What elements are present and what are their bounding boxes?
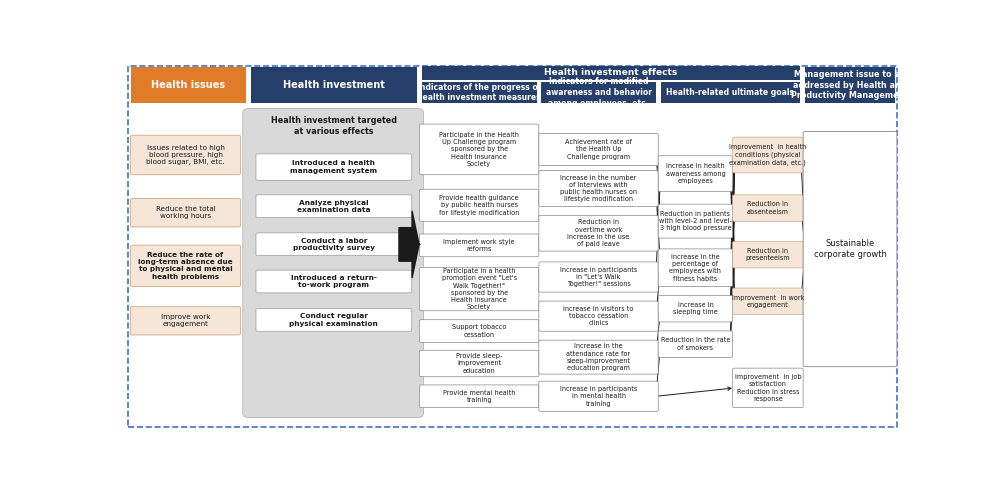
Text: Introduced a return-
to-work program: Introduced a return- to-work program [291, 275, 377, 288]
FancyBboxPatch shape [256, 233, 412, 256]
Text: Improvement  in job
satisfaction
Reduction in stress
response: Improvement in job satisfaction Reductio… [735, 374, 801, 402]
Text: Conduct regular
physical examination: Conduct regular physical examination [289, 313, 378, 327]
FancyBboxPatch shape [420, 385, 539, 408]
FancyBboxPatch shape [539, 262, 658, 292]
FancyBboxPatch shape [243, 108, 423, 418]
FancyBboxPatch shape [422, 65, 800, 80]
FancyBboxPatch shape [251, 67, 417, 103]
Text: Reduction in the rate
of smokers: Reduction in the rate of smokers [661, 337, 730, 351]
FancyBboxPatch shape [130, 307, 240, 335]
Text: Increase in the
percentage of
employees with
fitness habits: Increase in the percentage of employees … [669, 254, 721, 282]
Text: Reduce the rate of
long-term absence due
to physical and mental
health problems: Reduce the rate of long-term absence due… [138, 252, 233, 280]
FancyBboxPatch shape [256, 195, 412, 218]
FancyBboxPatch shape [539, 171, 658, 206]
Text: Improvement  in health
conditions (physical
examination data, etc.): Improvement in health conditions (physic… [729, 144, 806, 166]
Text: Reduction in patients
with level-2 and level-
3 high blood pressure: Reduction in patients with level-2 and l… [659, 211, 732, 231]
FancyBboxPatch shape [539, 381, 658, 411]
FancyBboxPatch shape [420, 350, 539, 377]
FancyBboxPatch shape [541, 82, 656, 103]
FancyBboxPatch shape [658, 295, 733, 322]
Text: Reduce the total
working hours: Reduce the total working hours [156, 206, 215, 219]
FancyBboxPatch shape [256, 270, 412, 293]
Text: Provide health guidance
by public health nurses
for lifestyle modification: Provide health guidance by public health… [439, 195, 519, 215]
Text: Achievement rate of
the Health Up
Challenge program: Achievement rate of the Health Up Challe… [565, 139, 632, 160]
FancyBboxPatch shape [805, 67, 895, 103]
FancyBboxPatch shape [658, 204, 733, 238]
Text: Increase in visitors to
tobacco cessation
clinics: Increase in visitors to tobacco cessatio… [563, 306, 634, 326]
FancyBboxPatch shape [733, 368, 803, 408]
Polygon shape [399, 211, 419, 278]
Text: Indicators of the progress of
health investment measures: Indicators of the progress of health inv… [417, 83, 541, 103]
Text: Management issue to be
addressed by Health and
Productivity Management: Management issue to be addressed by Heal… [791, 70, 908, 100]
Text: Issues related to high
blood pressure, high
blood sugar, BMI, etc.: Issues related to high blood pressure, h… [146, 145, 225, 165]
FancyBboxPatch shape [539, 215, 658, 251]
FancyBboxPatch shape [661, 82, 800, 103]
FancyBboxPatch shape [803, 132, 897, 367]
Text: Health investment effects: Health investment effects [544, 69, 678, 77]
Text: Analyze physical
examination data: Analyze physical examination data [297, 199, 371, 213]
Text: Health investment targeted
at various effects: Health investment targeted at various ef… [271, 116, 397, 136]
Text: Increase in participants
in "Let's Walk
Together!" sessions: Increase in participants in "Let's Walk … [560, 267, 637, 287]
FancyBboxPatch shape [130, 198, 240, 227]
FancyBboxPatch shape [420, 320, 539, 343]
FancyBboxPatch shape [658, 249, 733, 287]
FancyBboxPatch shape [658, 156, 733, 192]
Text: Improvement  in work
engagement: Improvement in work engagement [732, 295, 804, 308]
FancyBboxPatch shape [256, 154, 412, 181]
FancyBboxPatch shape [733, 242, 803, 268]
Text: Introduced a health
management system: Introduced a health management system [290, 161, 377, 174]
Text: Increase in
sleeping time: Increase in sleeping time [673, 302, 718, 316]
FancyBboxPatch shape [131, 67, 246, 103]
Text: Conduct a labor
productivity survey: Conduct a labor productivity survey [293, 238, 375, 251]
Text: Health investment: Health investment [283, 80, 385, 90]
FancyBboxPatch shape [130, 245, 240, 287]
FancyBboxPatch shape [422, 82, 537, 103]
Text: Provide sleep-
improvement
education: Provide sleep- improvement education [456, 353, 502, 374]
Text: Participate in a health
promotion event "Let's
Walk Together!"
sponsored by the
: Participate in a health promotion event … [442, 268, 517, 310]
Text: Reduction in
absenteeism: Reduction in absenteeism [747, 201, 789, 215]
Text: Health-related ultimate goals: Health-related ultimate goals [666, 88, 794, 97]
FancyBboxPatch shape [658, 331, 733, 357]
Text: Reduction in
presenteeism: Reduction in presenteeism [746, 248, 790, 261]
Text: Sustainable
corporate growth: Sustainable corporate growth [814, 239, 886, 259]
Text: Increase in health
awareness among
employees: Increase in health awareness among emplo… [666, 164, 725, 184]
Text: Participate in the Health
Up Challenge program
sponsored by the
Health Insurance: Participate in the Health Up Challenge p… [439, 132, 519, 167]
Text: Support tobacco
cessation: Support tobacco cessation [452, 324, 506, 338]
FancyBboxPatch shape [539, 301, 658, 331]
FancyBboxPatch shape [539, 340, 658, 374]
Text: Implement work style
reforms: Implement work style reforms [443, 239, 515, 252]
Text: Improve work
engagement: Improve work engagement [161, 314, 210, 328]
FancyBboxPatch shape [733, 288, 803, 315]
Text: Indicators for modified
awareness and behavior
among employees, etc.: Indicators for modified awareness and be… [546, 77, 652, 108]
FancyBboxPatch shape [130, 135, 240, 175]
FancyBboxPatch shape [539, 134, 658, 166]
FancyBboxPatch shape [256, 308, 412, 331]
FancyBboxPatch shape [733, 195, 803, 221]
Text: Increase in the
attendance rate for
sleep-improvement
education program: Increase in the attendance rate for slee… [566, 343, 631, 371]
FancyBboxPatch shape [420, 268, 539, 311]
Text: Increase in participants
in mental health
training: Increase in participants in mental healt… [560, 386, 637, 407]
Text: Increase in the number
of interviews with
public health nurses on
lifestyle modi: Increase in the number of interviews wit… [560, 175, 637, 202]
FancyBboxPatch shape [420, 234, 539, 257]
FancyBboxPatch shape [733, 137, 803, 173]
Text: Health issues: Health issues [151, 80, 226, 90]
Text: Provide mental health
training: Provide mental health training [443, 390, 515, 403]
Text: Reduction in
overtime work
Increase in the use
of paid leave: Reduction in overtime work Increase in t… [567, 219, 630, 247]
FancyBboxPatch shape [420, 189, 539, 221]
FancyBboxPatch shape [420, 124, 539, 175]
